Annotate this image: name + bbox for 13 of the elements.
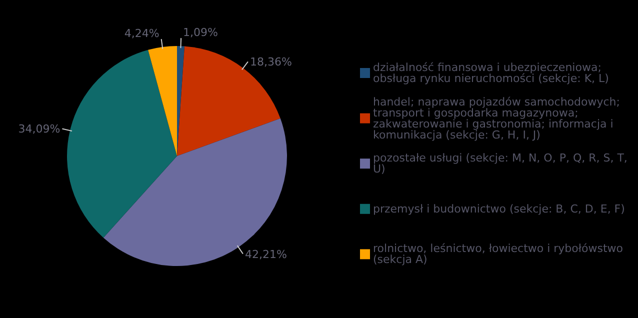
legend-label: handel; naprawa pojazdów samochodowych; transport i gospodarka magazynowa; zakwaterowanie i gastronomia; informacja i komunikacja (sekcje: G, H, I, J) bbox=[373, 95, 620, 142]
legend-label: rolnictwo, leśnictwo, łowiectwo i rybołówstwo (sekcja A) bbox=[373, 242, 624, 266]
data-label: 34,09% bbox=[18, 122, 60, 136]
data-label: 4,24% bbox=[124, 27, 160, 40]
pie-slice bbox=[103, 118, 287, 266]
legend-label: przemysł i budownictwo (sekcje: B, C, D, E, F) bbox=[373, 202, 625, 216]
data-label: 1,09% bbox=[183, 26, 218, 40]
data-label: 42,21% bbox=[244, 248, 287, 261]
legend-label: działalność finansowa i ubezpieczeniowa; obsługa rynku nieruchomości (sekcje: K, L) bbox=[373, 61, 609, 85]
legend-label: pozostałe usługi (sekcje: M, N, O, P, Q, R, S, T, U) bbox=[373, 152, 628, 176]
data-label: 18,36% bbox=[250, 56, 292, 69]
pie-slice bbox=[67, 50, 177, 238]
pie-slice bbox=[148, 46, 177, 156]
